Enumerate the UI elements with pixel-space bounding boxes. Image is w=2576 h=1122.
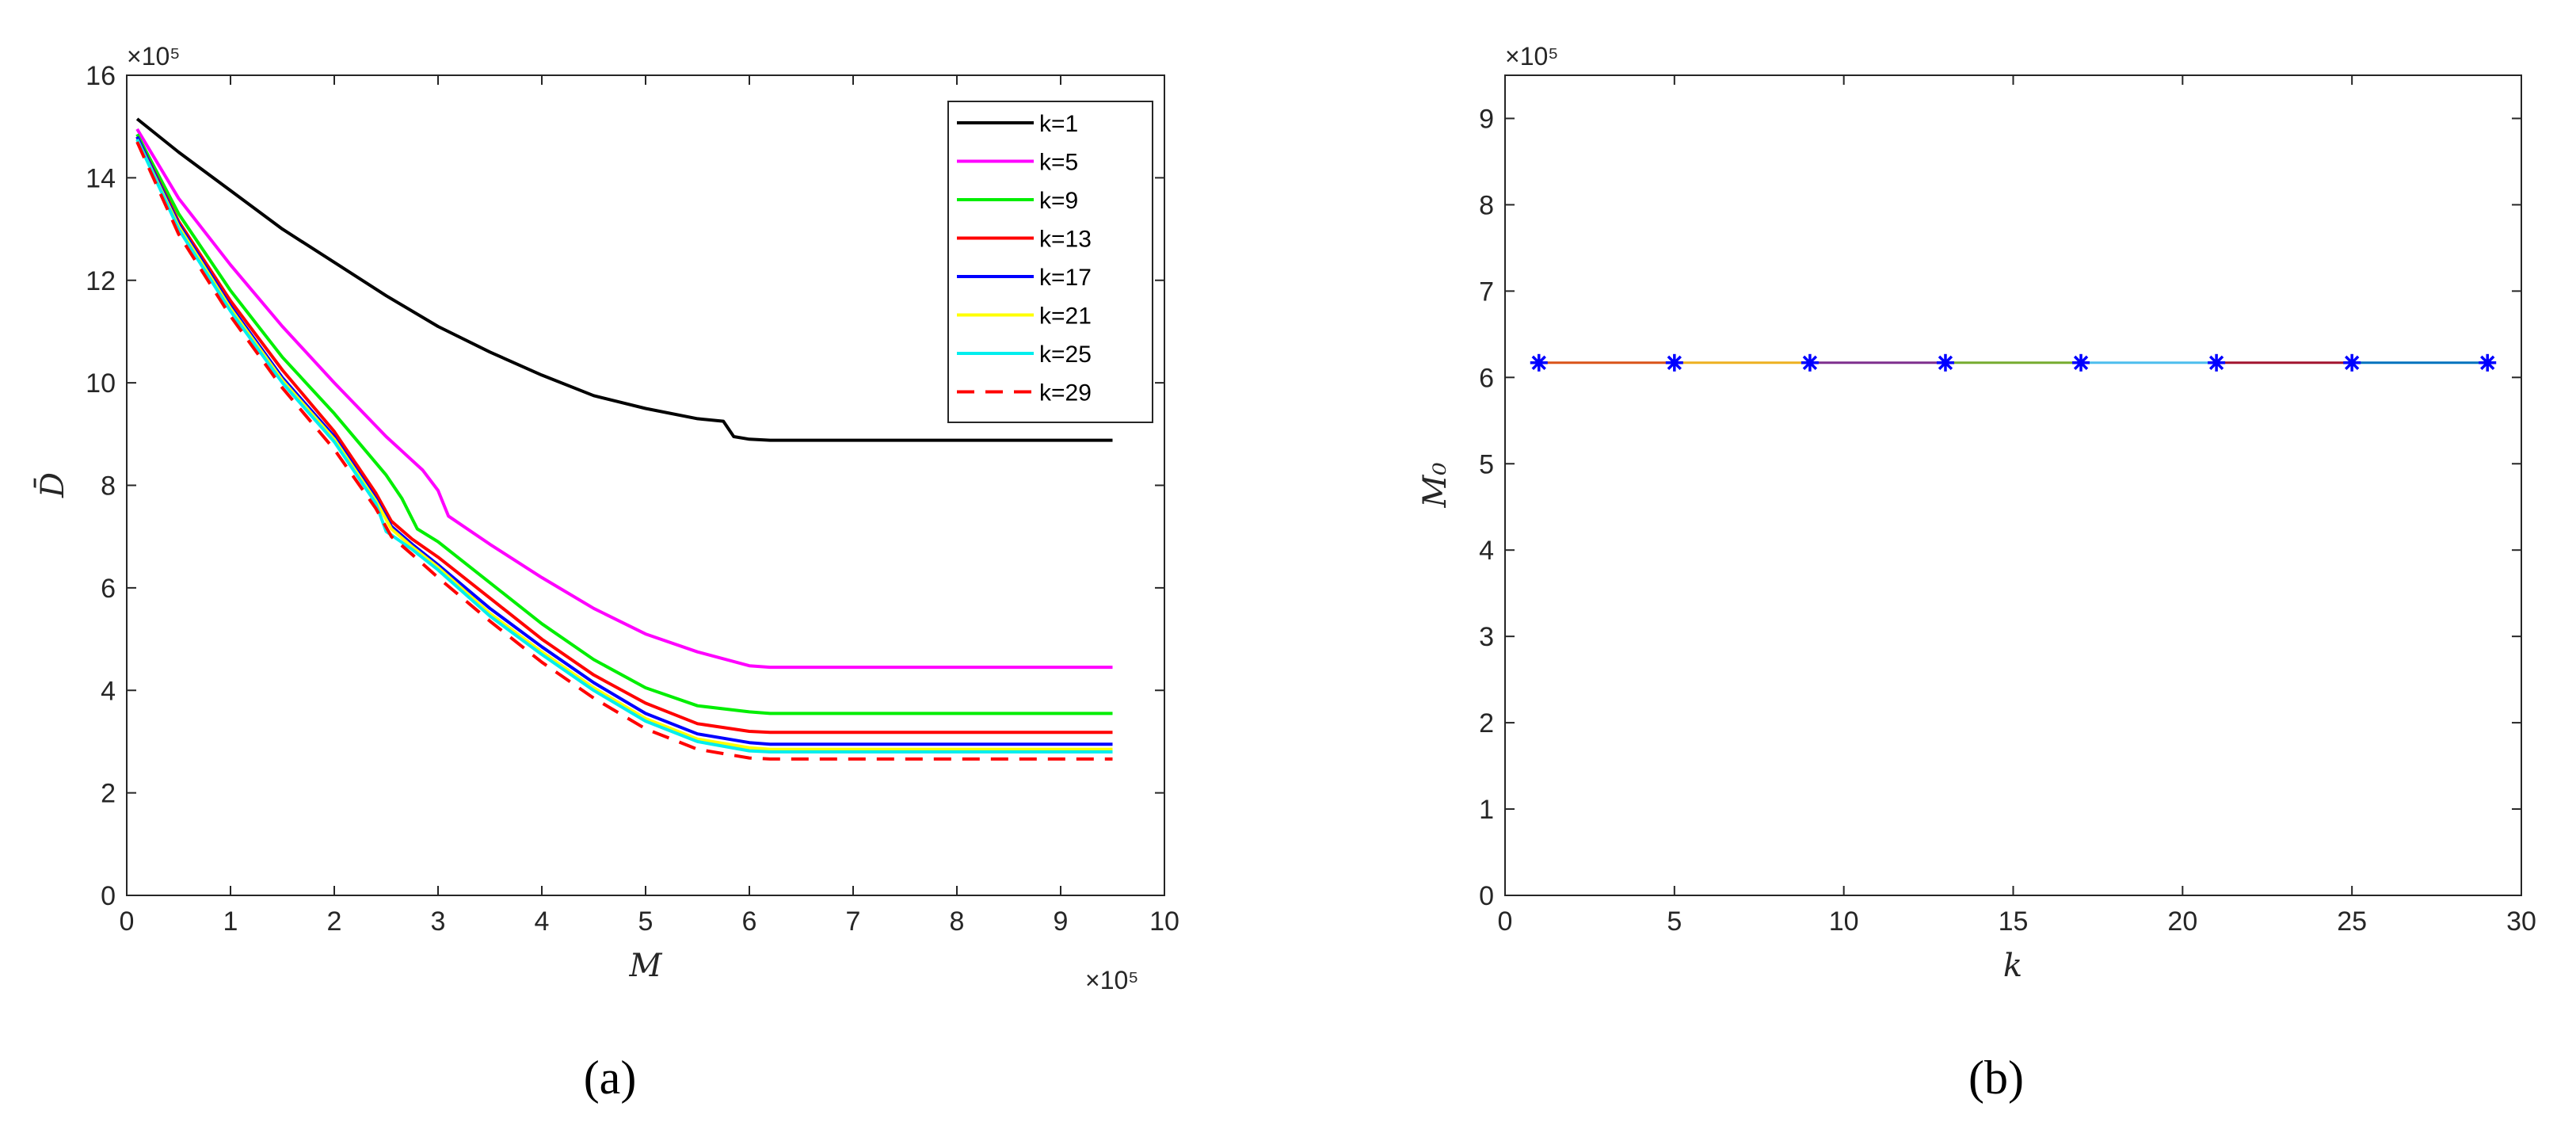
y-tick-label: 9 [1479,104,1494,134]
x-tick-label: 5 [638,906,654,937]
data-point-marker [1530,353,1548,372]
legend-label-k-25: k=25 [1039,342,1092,368]
data-point-marker [1665,353,1683,372]
x-tick-label: 6 [742,906,757,937]
x-axis-ticks-a: 0 1 2 3 4 5 6 7 8 9 10 [120,75,1179,937]
x-tick-label: 8 [950,906,965,937]
x-tick-label: 5 [1667,906,1682,937]
data-point-marker [2208,353,2226,372]
x-tick-label: 30 [2506,906,2536,937]
y-tick-label: 0 [101,881,116,911]
y-axis-ticks-b: 0 1 2 3 4 5 6 7 8 9 [1479,104,2521,911]
y-exponent-label-a: ×10⁵ [127,42,181,71]
x-axis-label-a: M [629,948,663,984]
x-axis-ticks-b: 0 5 10 15 20 25 30 [1498,75,2536,937]
y-tick-label: 2 [101,779,116,809]
y-tick-label: 4 [1479,536,1494,566]
x-tick-label: 20 [2167,906,2197,937]
y-tick-label: 3 [1479,622,1494,652]
y-axis-ticks-a: 0 2 4 6 8 10 12 14 16 [86,61,1164,911]
x-axis-label-b: k [2003,948,2022,984]
y-axis-label-a: D̄ [34,472,71,498]
data-point-marker [2479,353,2497,372]
x-tick-label: 4 [535,906,550,937]
y-tick-label: 16 [86,61,116,91]
y-tick-label: 2 [1479,708,1494,738]
x-tick-label: 9 [1054,906,1069,937]
legend-label-k-21: k=21 [1039,303,1092,330]
y-tick-label: 7 [1479,277,1494,307]
x-exponent-label-a: ×10⁵ [1085,966,1139,994]
legend-label-k-1: k=1 [1039,111,1078,137]
y-tick-label: 14 [86,163,116,193]
series-line-k-1 [135,117,1113,442]
series-line-k-5 [135,128,1113,670]
data-point-marker [2072,353,2090,372]
x-tick-label: 3 [431,906,446,937]
series-line-k-25 [135,139,1113,754]
legend-label-k-9: k=9 [1039,188,1078,214]
y-tick-label: 12 [86,266,116,296]
y-exponent-label-b: ×10⁵ [1505,42,1559,71]
x-tick-label: 7 [846,906,861,937]
x-tick-label: 0 [1498,906,1513,937]
x-tick-label: 25 [2337,906,2367,937]
series-line-k-29 [135,141,1113,761]
y-tick-label: 4 [101,676,116,706]
legend-box-a [947,101,1153,423]
y-tick-label: 1 [1479,795,1494,825]
data-point-marker [1936,353,1954,372]
x-tick-label: 1 [223,906,238,937]
x-tick-label: 0 [120,906,135,937]
x-tick-label: 15 [1999,906,2029,937]
series-line-k-13 [135,135,1113,735]
y-tick-label: 8 [101,471,116,502]
panel-b: 0 5 10 15 20 25 30 0 1 2 3 4 5 6 7 8 9 ×10⁵ k M₀ (b) [1417,42,2536,1104]
series-lines-a [135,117,1113,761]
y-tick-label: 0 [1479,881,1494,911]
y-tick-label: 10 [86,368,116,399]
caption-b: (b) [1968,1051,2024,1104]
y-tick-label: 6 [101,574,116,604]
data-point-marker [1801,353,1819,372]
series-lines-b [1530,353,2497,372]
y-axis-label-b: M₀ [1417,463,1454,509]
y-tick-label: 5 [1479,449,1494,479]
caption-a: (a) [584,1051,637,1104]
series-line-k-9 [135,133,1113,716]
legend-label-k-29: k=29 [1039,380,1092,406]
data-point-marker [2343,353,2361,372]
x-tick-label: 10 [1149,906,1179,937]
y-tick-label: 6 [1479,363,1494,393]
y-tick-label: 8 [1479,190,1494,220]
legend-label-k-13: k=13 [1039,227,1092,253]
legend-label-k-5: k=5 [1039,150,1078,176]
legend-label-k-17: k=17 [1039,265,1092,291]
legend-a: k=1 k=5 k=9 k=13 k=17 k=21 k=25 k=29 [947,101,1153,423]
plot-area-b [1504,74,2522,896]
x-tick-label: 10 [1829,906,1859,937]
x-tick-label: 2 [327,906,342,937]
